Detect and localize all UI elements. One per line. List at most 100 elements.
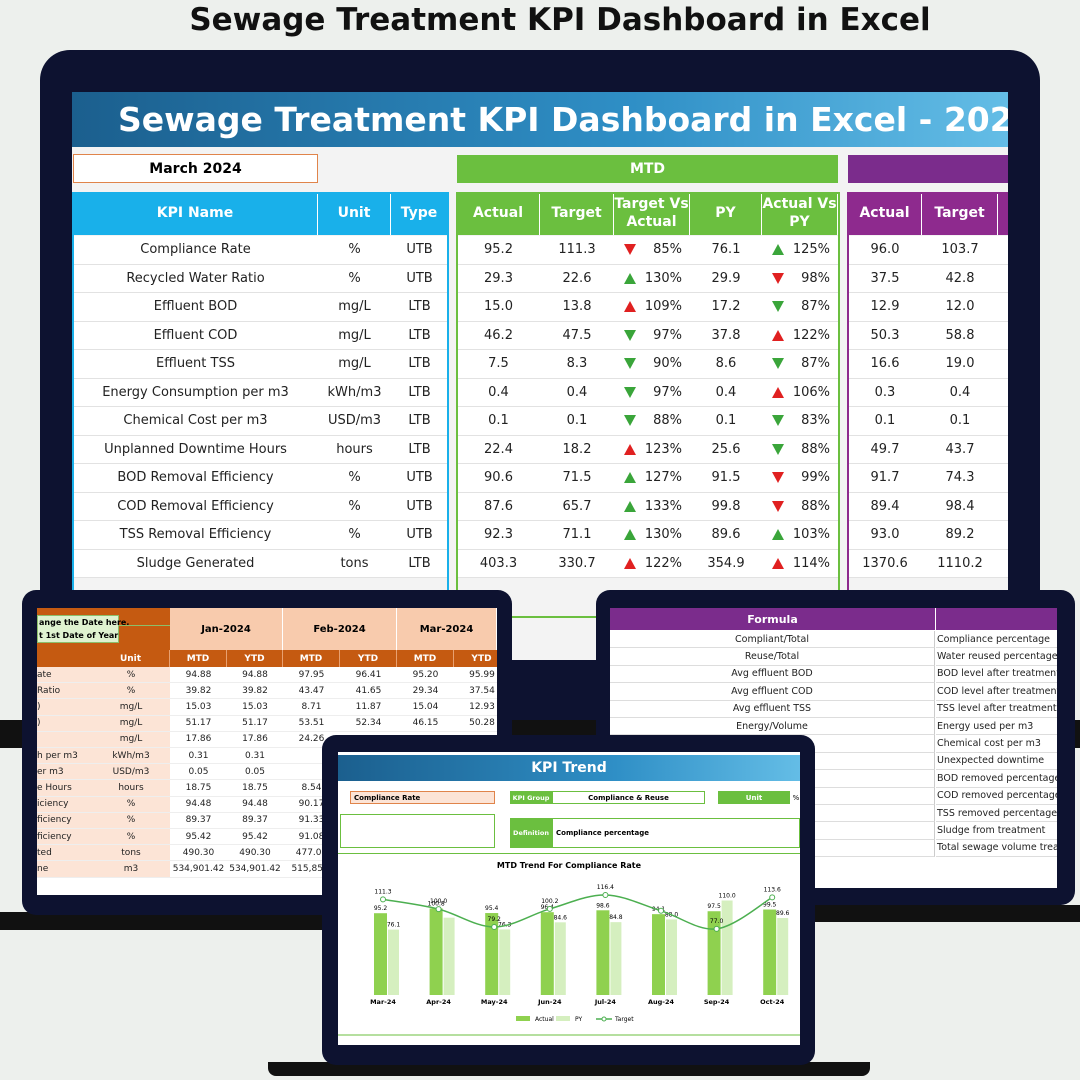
kpi-name: Effluent BOD [73, 293, 318, 322]
trend-arrow [624, 358, 636, 369]
kpi-type: LTB [391, 435, 448, 464]
ytd-value [998, 321, 1008, 350]
trend-value: 53.51 [283, 715, 340, 732]
target-marker [602, 892, 609, 898]
trend-arrow [624, 272, 636, 284]
ytd-value [998, 549, 1008, 578]
trend-value: 95.42 [227, 829, 283, 846]
data-label: 111.3 [374, 888, 391, 895]
trend-value: 95.20 [397, 667, 454, 684]
row-name: h per m3 [37, 748, 92, 765]
target-marker [380, 896, 386, 903]
mtd-value: 22.6 [540, 264, 614, 293]
mtd-value: 0.1 [690, 407, 762, 436]
row-name: e Hours [37, 780, 92, 797]
ytd-value: 89.4 [848, 492, 922, 521]
subheader [37, 650, 92, 667]
mtd-value: 354.9 [690, 549, 762, 578]
ytd-value: 12.0 [922, 293, 998, 322]
column-header [998, 192, 1008, 235]
description: BOD level after treatment [936, 666, 1057, 684]
trend-value: 94.48 [170, 796, 227, 813]
ytd-value: 12.9 [848, 293, 922, 322]
trend-value: 37.54 [454, 683, 497, 700]
trend-arrow [772, 329, 784, 341]
description: TSS removed percentage [936, 805, 1057, 823]
x-tick-label: May-24 [481, 998, 508, 1006]
kpi-type: LTB [391, 321, 448, 350]
kpi-type: UTB [391, 492, 448, 521]
ytd-value: 0.4 [922, 378, 998, 407]
trend-value: 51.17 [170, 715, 227, 732]
trend-arrow [624, 415, 636, 426]
trend-value: 15.03 [170, 699, 227, 716]
mtd-value: 46.2 [457, 321, 540, 350]
kpi-selector[interactable]: Compliance Rate [350, 791, 495, 804]
row-name: er m3 [37, 764, 92, 781]
mtd-value: 29.3 [457, 264, 540, 293]
trend-value: 17.86 [170, 731, 227, 748]
bar [707, 911, 721, 995]
legend-swatch [516, 1016, 530, 1021]
bar [499, 929, 511, 995]
column-header: Target Vs Actual [614, 192, 690, 235]
description: Sludge from treatment [936, 822, 1057, 840]
row-unit: kWh/m3 [92, 748, 170, 765]
definition-value: Compliance percentage [552, 818, 800, 848]
mtd-value: 8.3 [540, 350, 614, 379]
column-header: Target [540, 192, 614, 235]
description: COD removed percentage [936, 788, 1057, 805]
formula: Avg effluent TSS [610, 700, 935, 718]
bar [666, 919, 677, 995]
row-name [37, 731, 92, 748]
bar [763, 909, 777, 995]
formula: Avg effluent COD [610, 683, 935, 701]
trend-arrow [624, 329, 636, 341]
trend-arrow [624, 500, 636, 512]
data-label: 116.4 [597, 884, 614, 891]
ytd-value: 0.1 [848, 407, 922, 436]
trend-value: 52.34 [340, 715, 397, 732]
kpi-unit: % [318, 264, 391, 293]
row-unit: mg/L [92, 715, 170, 732]
ytd-value: 98.4 [922, 492, 998, 521]
mtd-value: 15.0 [457, 293, 540, 322]
mtd-value: 0.1 [540, 407, 614, 436]
data-label: 110.0 [719, 892, 736, 899]
subheader: YTD [340, 650, 397, 667]
trend-value: 89.37 [170, 812, 227, 829]
row-name: ficiency [37, 812, 92, 829]
trend-arrow [624, 301, 636, 312]
trend-value: 0.05 [170, 764, 227, 781]
trend-value: 29.34 [397, 683, 454, 700]
column-header: KPI Name [73, 192, 318, 235]
data-label: 84.8 [609, 914, 623, 921]
x-tick-label: Jun-24 [537, 998, 562, 1006]
kpi-name: Chemical Cost per m3 [73, 407, 318, 436]
description: Total sewage volume treate [936, 840, 1057, 858]
kpi-name: Sludge Generated [73, 549, 318, 578]
ytd-value [998, 350, 1008, 379]
subheader: MTD [283, 650, 340, 667]
row-unit: mg/L [92, 699, 170, 716]
mtd-value: 99.8 [690, 492, 762, 521]
x-tick-label: Mar-24 [370, 998, 396, 1006]
description: TSS level after treatment [936, 701, 1057, 718]
description: BOD removed percentage [936, 770, 1057, 788]
page-title: Sewage Treatment KPI Dashboard in Excel [189, 2, 931, 38]
mtd-value: 92.3 [457, 521, 540, 550]
kpi-type: UTB [391, 236, 448, 265]
kpi-unit: % [318, 521, 391, 550]
trend-value: 18.75 [227, 780, 283, 797]
mtd-value: 71.5 [540, 464, 614, 493]
row-unit: USD/m3 [92, 764, 170, 781]
month-selector[interactable]: March 2024 [73, 154, 318, 183]
kpi-name: Compliance Rate [73, 236, 318, 265]
ytd-value [998, 293, 1008, 322]
percent-cell: 103% [762, 521, 838, 550]
note-line: ange the Date here, [39, 618, 130, 627]
data-label: 100.8 [428, 900, 445, 907]
row-name: ficiency [37, 829, 92, 846]
trend-value: 534,901.42 [170, 861, 227, 878]
ytd-value: 96.0 [848, 236, 922, 265]
